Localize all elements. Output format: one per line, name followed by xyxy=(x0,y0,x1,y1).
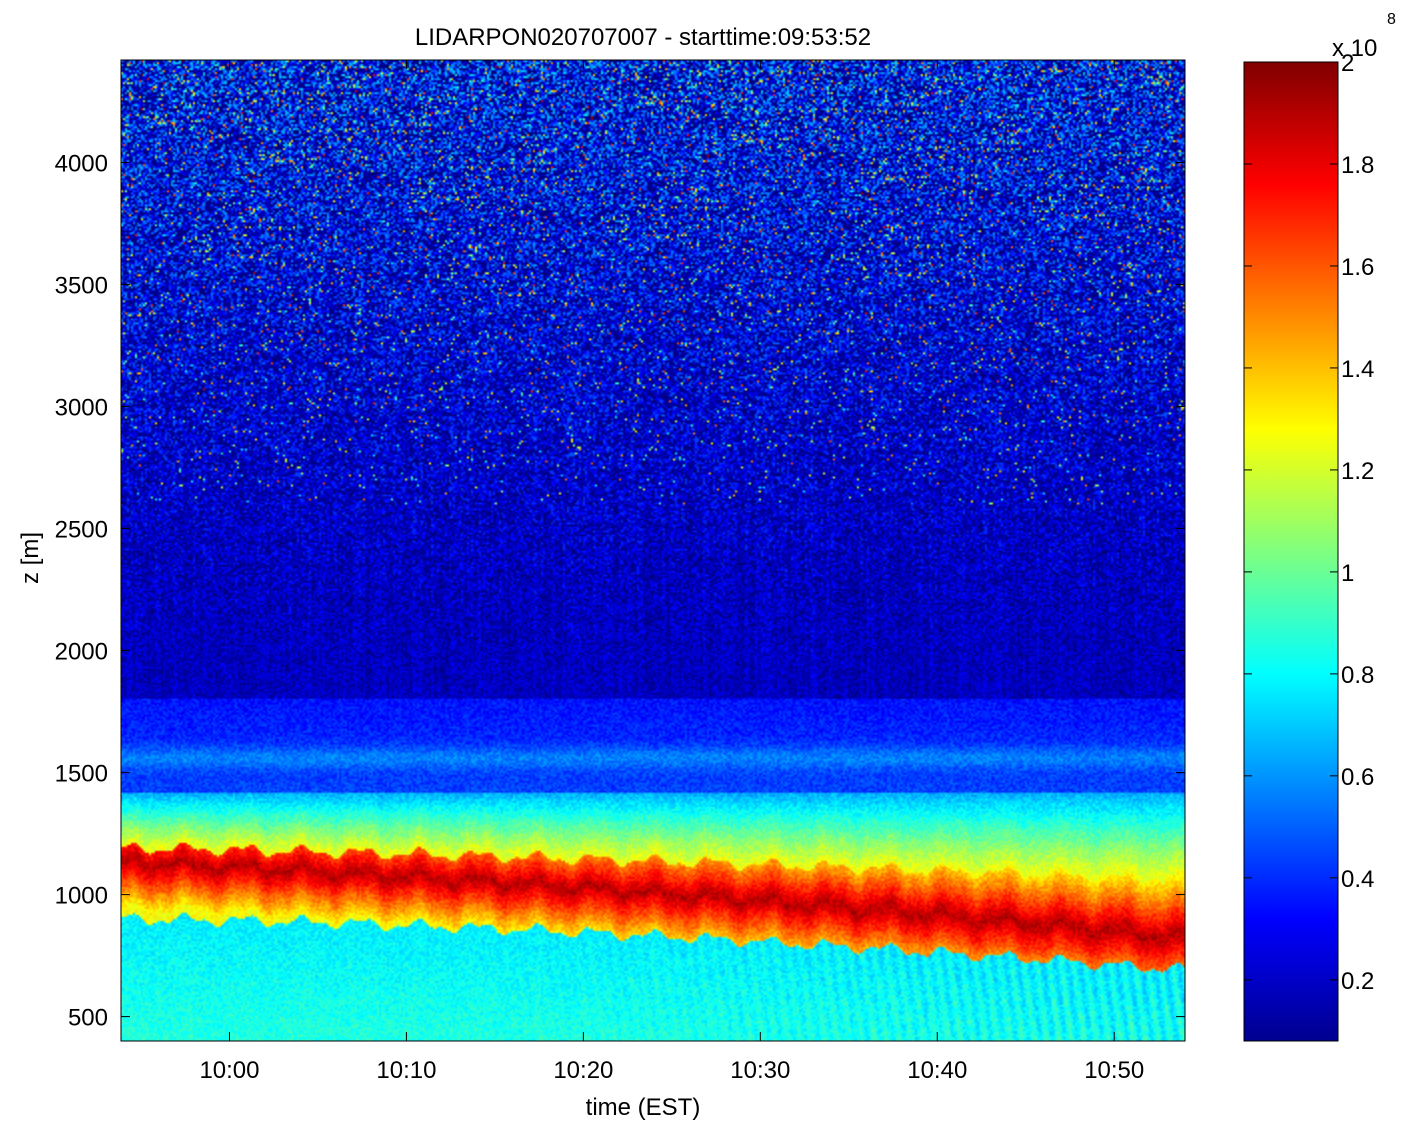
colorbar-tick-label: 1.8 xyxy=(1341,152,1374,179)
x-tick-label: 10:30 xyxy=(730,1057,790,1084)
x-tick-label: 10:50 xyxy=(1084,1057,1144,1084)
colorbar-tick-label: 1.4 xyxy=(1341,356,1374,383)
x-axis-ticks: 10:00 10:10 10:20 10:30 10:40 10:50 xyxy=(199,60,1144,1084)
colorbar-tick-label: 1 xyxy=(1341,560,1354,587)
colorbar-tick-label: 2 xyxy=(1341,50,1354,77)
y-tick-label: 4000 xyxy=(55,150,108,177)
y-tick-label: 3500 xyxy=(55,273,108,300)
colorbar-tick-label: 1.6 xyxy=(1341,254,1374,281)
x-tick-label: 10:10 xyxy=(376,1057,436,1084)
x-tick-label: 10:00 xyxy=(199,1057,259,1084)
y-tick-label: 500 xyxy=(68,1005,108,1032)
colorbar-tick-label: 1.2 xyxy=(1341,458,1374,485)
chart-title: LIDARPON020707007 - starttime:09:53:52 xyxy=(415,24,871,51)
heatmap-plot-area xyxy=(120,59,1186,1042)
x-tick-label: 10:20 xyxy=(553,1057,613,1084)
y-tick-label: 2500 xyxy=(55,517,108,544)
x-tick-label: 10:40 xyxy=(907,1057,967,1084)
y-axis-ticks: 500 1000 1500 2000 2500 3000 3500 4000 xyxy=(55,150,1185,1032)
y-tick-label: 3000 xyxy=(55,395,108,422)
colorbar-tick-label: 0.6 xyxy=(1341,764,1374,791)
colorbar: 0.2 0.4 0.6 0.8 1 1.2 1.4 1.6 1.8 2 x 10 8 xyxy=(1243,11,1396,1042)
colorbar-tick-label: 0.2 xyxy=(1341,968,1374,995)
colorbar-gradient xyxy=(1243,61,1339,1042)
x-axis-label: time (EST) xyxy=(586,1094,701,1121)
plot-frame xyxy=(120,59,1186,1042)
colorbar-tick-label: 0.8 xyxy=(1341,662,1374,689)
y-tick-label: 1500 xyxy=(55,761,108,788)
colorbar-ticks: 0.2 0.4 0.6 0.8 1 1.2 1.4 1.6 1.8 2 xyxy=(1244,50,1374,995)
colorbar-multiplier: x 10 xyxy=(1332,35,1377,62)
y-tick-label: 1000 xyxy=(55,883,108,910)
heatmap-canvas xyxy=(121,60,1185,1041)
colorbar-tick-label: 0.4 xyxy=(1341,866,1374,893)
colorbar-exponent: 8 xyxy=(1387,11,1396,28)
y-axis-label: z [m] xyxy=(17,532,44,584)
y-tick-label: 2000 xyxy=(55,639,108,666)
